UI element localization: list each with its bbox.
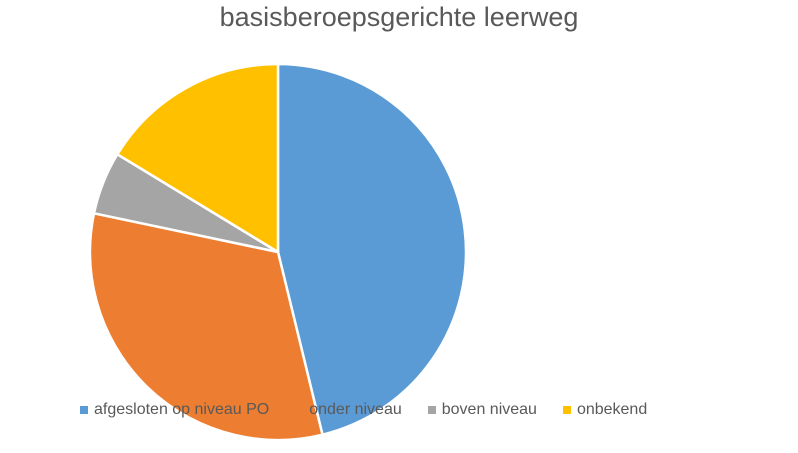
legend-swatch [295,406,304,414]
pie-slice-1 [88,211,324,442]
legend-swatch [427,406,436,414]
pie-slice-0 [276,62,468,437]
legend-label: onder niveau [309,401,402,418]
pie-slice-3 [115,62,280,255]
legend-item: boven niveau [427,401,537,419]
chart-title: basisberoepsgerichte leerweg [219,2,579,32]
legend: afgesloten op niveau PO onder niveau boven… [80,401,673,419]
legend-swatch [562,406,571,414]
legend-item: afgesloten op niveau PO [80,401,269,419]
legend-item: onder niveau [295,401,402,419]
legend-item: onbekend [562,401,648,419]
legend-label: onbekend [576,401,648,418]
legend-label: boven niveau [441,401,537,418]
legend-swatch [80,406,88,414]
legend-label: afgesloten op niveau PO [94,401,270,418]
